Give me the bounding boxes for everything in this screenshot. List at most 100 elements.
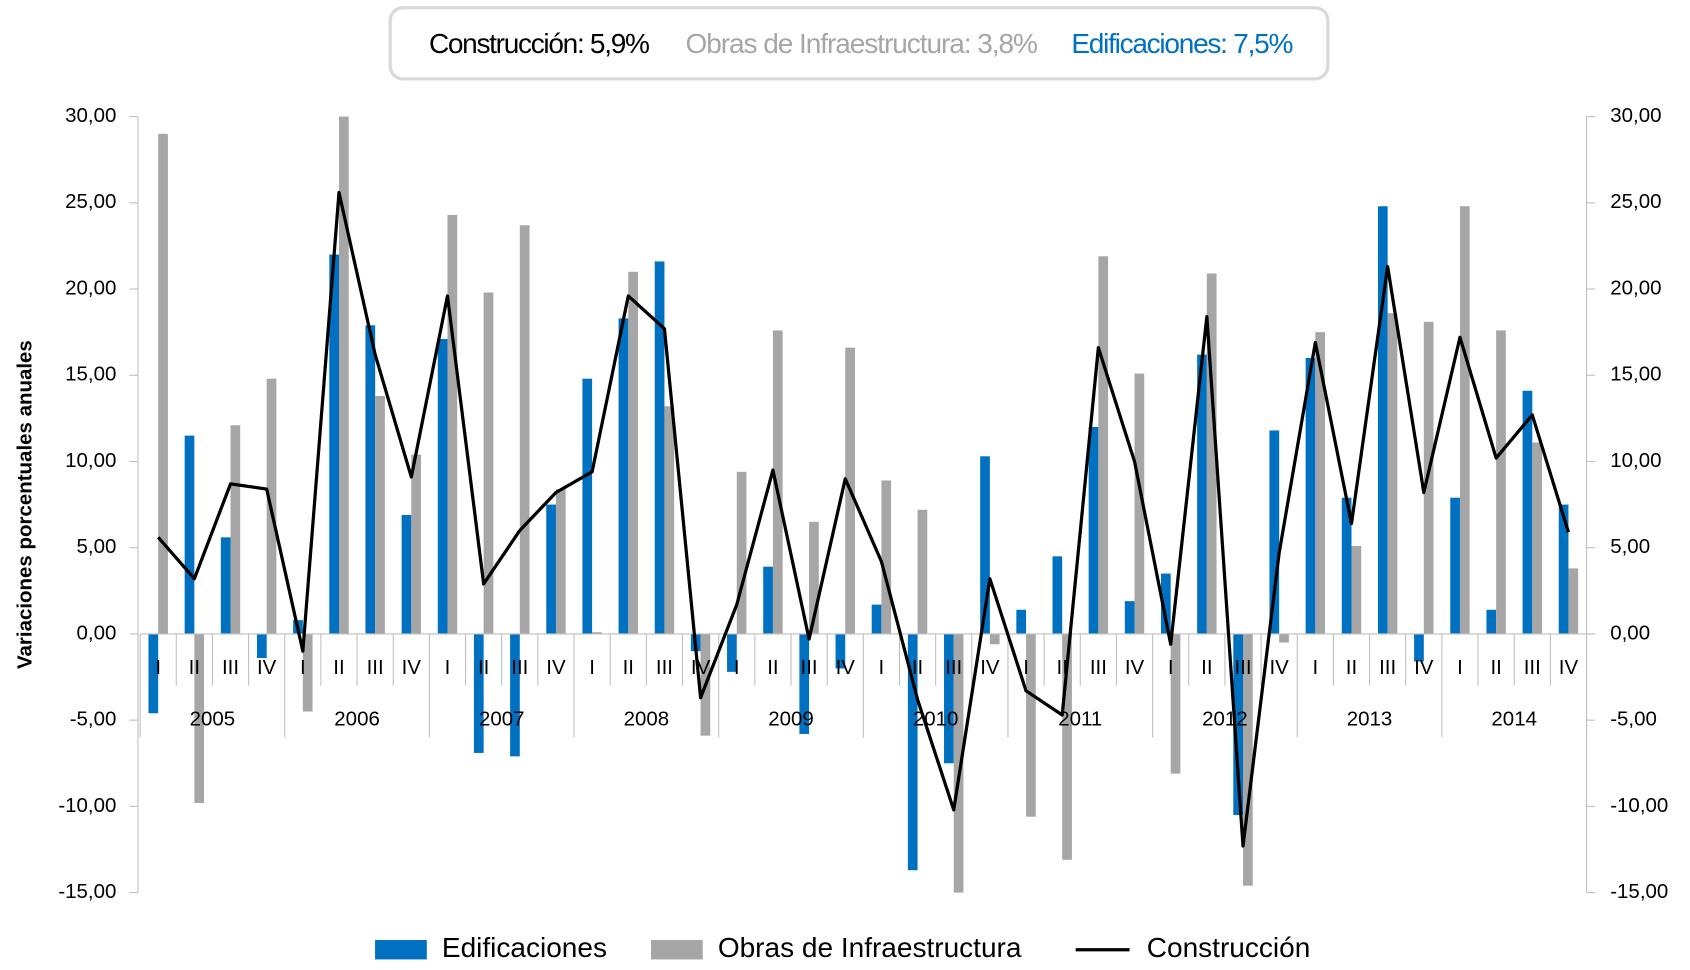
x-tick-label: I — [300, 656, 306, 679]
y2-tick-label: -15,00 — [1610, 880, 1668, 903]
header-annotation: Obras de Infraestructura: 3,8% — [685, 28, 1037, 59]
group-label: 2007 — [479, 708, 525, 731]
bar — [1305, 358, 1316, 634]
legend-label: Obras de Infraestructura — [718, 932, 1022, 963]
x-tick-label: II — [767, 656, 778, 679]
bar — [953, 633, 964, 893]
bar — [1496, 330, 1506, 634]
bar — [1170, 633, 1181, 774]
x-tick-label: III — [222, 656, 239, 679]
bar — [1052, 556, 1063, 634]
bar — [1279, 633, 1289, 643]
x-tick-label: I — [445, 656, 451, 679]
bar — [546, 504, 556, 634]
bar — [618, 318, 629, 634]
bar — [763, 566, 773, 634]
bar — [871, 604, 882, 634]
x-tick-label: II — [478, 656, 489, 679]
group-label: 2014 — [1491, 708, 1537, 731]
bar — [1377, 206, 1388, 634]
bar — [1233, 633, 1244, 816]
legend-swatch — [375, 940, 427, 960]
y-tick-label: -15,00 — [58, 880, 116, 903]
x-tick-label: IV — [1125, 656, 1145, 679]
bar — [799, 633, 810, 734]
bar — [329, 254, 339, 634]
bar — [654, 261, 665, 634]
x-tick-label: I — [734, 656, 740, 679]
bar — [148, 633, 159, 714]
bar — [1197, 354, 1207, 634]
x-tick-label: I — [1023, 656, 1029, 679]
bar — [230, 425, 241, 634]
y-tick-label: 15,00 — [65, 363, 116, 386]
bar — [1558, 504, 1569, 634]
x-tick-label: IV — [257, 656, 277, 679]
bar — [1450, 497, 1460, 634]
bar — [256, 633, 267, 659]
bar — [1026, 633, 1036, 817]
x-tick-label: III — [656, 656, 673, 679]
y-tick-label: 5,00 — [77, 535, 117, 558]
bar — [302, 633, 313, 712]
bar — [736, 471, 747, 634]
header-annotation: Construcción: 5,9% — [429, 28, 650, 59]
x-tick-label: III — [1234, 656, 1251, 679]
bar — [1098, 256, 1109, 634]
bar — [664, 406, 675, 634]
y2-tick-label: 10,00 — [1610, 449, 1661, 472]
bar — [1062, 633, 1072, 860]
bar — [194, 633, 205, 803]
x-tick-label: IV — [836, 656, 856, 679]
bar — [1134, 373, 1145, 634]
bar — [907, 633, 918, 871]
bar — [555, 489, 566, 634]
bar — [184, 435, 195, 634]
x-tick-label: III — [511, 656, 528, 679]
y-tick-label: -5,00 — [70, 708, 117, 731]
bar — [727, 633, 737, 672]
bar — [510, 633, 520, 757]
y-tick-label: 0,00 — [77, 621, 117, 644]
bar — [1124, 601, 1135, 634]
bar — [401, 514, 412, 634]
bar — [338, 116, 349, 634]
y-tick-label: -10,00 — [58, 794, 116, 817]
x-tick-label: IV — [1559, 656, 1579, 679]
x-tick-label: II — [189, 656, 200, 679]
x-tick-label: II — [1490, 656, 1501, 679]
group-label: 2005 — [190, 708, 236, 731]
bar — [628, 271, 638, 634]
y-axis-label: Variaciones porcentuales anuales — [13, 340, 36, 669]
x-tick-label: III — [945, 656, 962, 679]
y2-tick-label: 15,00 — [1610, 363, 1661, 386]
bar — [592, 632, 602, 634]
bar — [473, 633, 484, 753]
bar — [917, 509, 928, 634]
bar — [483, 292, 494, 634]
legend-label: Construcción — [1147, 932, 1310, 963]
bar — [1387, 313, 1398, 634]
bar — [158, 133, 168, 634]
bar — [809, 521, 819, 634]
bar — [1414, 633, 1424, 662]
bar — [989, 633, 1000, 645]
x-tick-label: III — [1379, 656, 1396, 679]
x-tick-label: II — [1057, 656, 1068, 679]
y-tick-label: 20,00 — [65, 276, 116, 299]
bar — [980, 456, 990, 634]
bar — [1160, 573, 1171, 634]
bar — [375, 395, 385, 634]
bar — [447, 214, 458, 634]
bar — [1486, 609, 1497, 634]
bar — [1016, 609, 1027, 634]
bar — [519, 225, 530, 634]
y2-tick-label: -5,00 — [1610, 708, 1657, 731]
bar — [944, 633, 954, 764]
x-tick-label: II — [333, 656, 344, 679]
bar — [220, 537, 231, 634]
y2-tick-label: 0,00 — [1610, 621, 1650, 644]
x-tick-label: IV — [1414, 656, 1434, 679]
line — [156, 190, 1570, 848]
